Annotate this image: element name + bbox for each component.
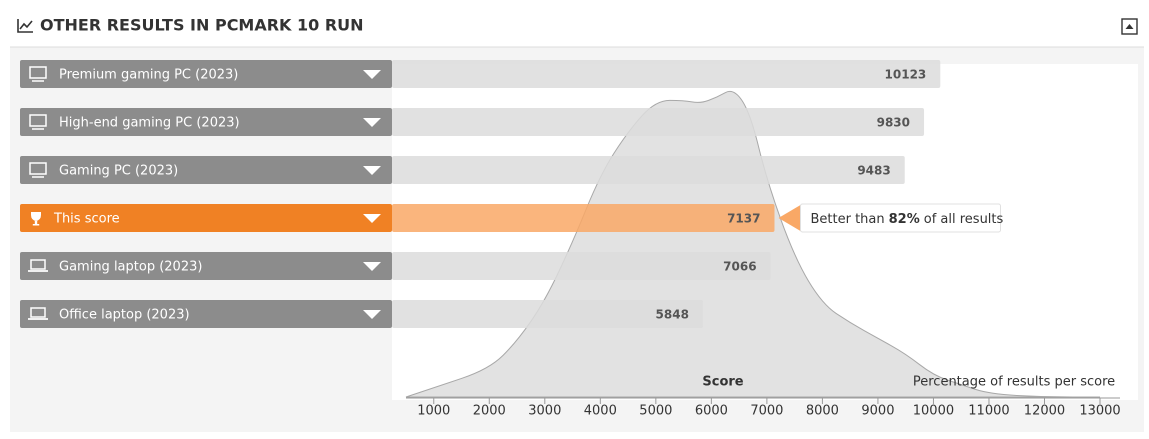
callout-text: Better than 82% of all results (810, 212, 1003, 227)
category-label: Office laptop (2023) (59, 308, 190, 323)
callout-suffix: of all results (924, 212, 1004, 227)
value-label: 5848 (656, 308, 689, 322)
bar (392, 300, 703, 328)
x-tick-label: 10000 (913, 404, 954, 419)
row-label-panel (20, 300, 392, 328)
row-label-panel (20, 252, 392, 280)
bar (392, 252, 771, 280)
x-tick-label: 3000 (528, 404, 561, 419)
x-tick-label: 2000 (473, 404, 506, 419)
value-label: 7137 (727, 212, 760, 226)
row-label-panel (20, 156, 392, 184)
callout-prefix: Better than (810, 212, 884, 227)
dropdown-arrow[interactable] (363, 262, 381, 271)
category-label: Gaming PC (2023) (59, 164, 178, 179)
value-label: 10123 (885, 68, 927, 82)
x-tick-label: 12000 (1024, 404, 1065, 419)
header-icon (17, 19, 33, 33)
dropdown-arrow[interactable] (363, 310, 381, 319)
callout-pointer (778, 205, 801, 231)
dropdown-arrow[interactable] (363, 166, 381, 175)
x-tick-label: 13000 (1079, 404, 1120, 419)
x-tick-label: 6000 (695, 404, 728, 419)
category-label: High-end gaming PC (2023) (59, 116, 240, 131)
icon (30, 307, 46, 318)
x-tick-label: 5000 (639, 404, 672, 419)
callout-percent: 82% (889, 212, 920, 227)
x-axis-label: Score (702, 375, 743, 390)
bar (392, 60, 941, 88)
x-tick-label: 4000 (584, 404, 617, 419)
value-label: 7066 (723, 260, 756, 274)
bar (392, 204, 775, 232)
x-tick-label: 9000 (861, 404, 894, 419)
row-label-panel (20, 60, 392, 88)
icon (29, 114, 47, 127)
x-tick-label: 7000 (750, 404, 783, 419)
icon (31, 212, 41, 226)
icon (29, 66, 47, 79)
collapse-button[interactable] (1121, 18, 1138, 35)
value-label: 9483 (857, 164, 890, 178)
x-tick-label: 11000 (968, 404, 1009, 419)
dropdown-arrow[interactable] (363, 214, 381, 223)
x-tick-label: 1000 (417, 404, 450, 419)
dropdown-arrow[interactable] (363, 118, 381, 127)
bar (392, 156, 905, 184)
row-label-panel (20, 204, 392, 232)
bar (392, 108, 925, 136)
y-axis-label: Percentage of results per score (913, 375, 1115, 390)
value-label: 9830 (877, 116, 910, 130)
chart-title: OTHER RESULTS IN PCMARK 10 RUN (40, 16, 364, 35)
dropdown-arrow[interactable] (363, 70, 381, 79)
category-label: Premium gaming PC (2023) (59, 68, 238, 83)
category-label: This score (53, 212, 120, 227)
callout-box (799, 203, 1001, 233)
category-label: Gaming laptop (2023) (59, 260, 202, 275)
x-tick-label: 8000 (806, 404, 839, 419)
row-label-panel (20, 108, 392, 136)
icon (29, 162, 47, 175)
icon (30, 259, 46, 270)
